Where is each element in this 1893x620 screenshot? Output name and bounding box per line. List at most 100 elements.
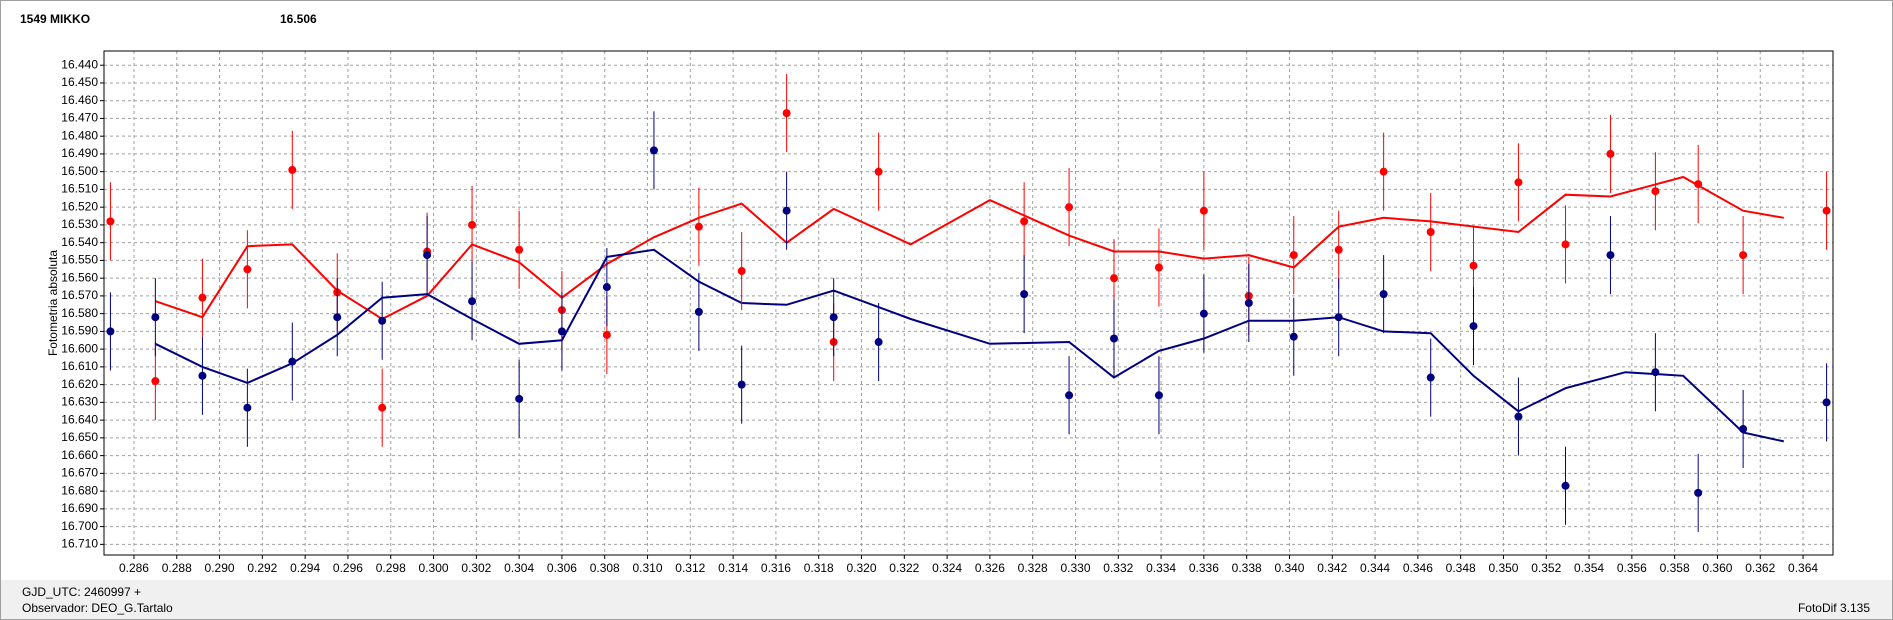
data-point xyxy=(1514,178,1523,187)
data-point xyxy=(1426,228,1435,237)
y-tick-label: 16.470 xyxy=(61,111,98,125)
data-point xyxy=(151,377,160,386)
data-point xyxy=(1514,412,1523,421)
y-tick-label: 16.580 xyxy=(61,306,98,320)
x-tick-label: 0.346 xyxy=(1403,561,1433,575)
y-tick-label: 16.620 xyxy=(61,377,98,391)
data-point xyxy=(1469,322,1478,331)
plot-area xyxy=(104,51,1833,555)
data-point xyxy=(468,297,477,306)
x-tick-label: 0.342 xyxy=(1317,561,1347,575)
data-point xyxy=(243,265,252,274)
data-point xyxy=(874,338,883,347)
x-tick-label: 0.360 xyxy=(1702,561,1732,575)
data-point xyxy=(1651,368,1660,377)
y-tick-label: 16.690 xyxy=(61,501,98,515)
data-point xyxy=(1289,332,1298,341)
data-point xyxy=(1244,299,1253,307)
y-tick-label: 16.710 xyxy=(61,537,98,551)
data-point xyxy=(468,220,477,229)
data-point xyxy=(1822,398,1831,407)
gjd-label: GJD_UTC: 2460997 + xyxy=(22,585,141,599)
data-point xyxy=(737,267,746,276)
x-tick-label: 0.304 xyxy=(504,561,534,575)
x-tick-label: 0.336 xyxy=(1189,561,1219,575)
data-point xyxy=(1694,180,1703,189)
y-tick-label: 16.480 xyxy=(61,128,98,142)
data-point xyxy=(1469,261,1478,270)
data-point xyxy=(198,371,207,380)
y-tick-label: 16.610 xyxy=(61,359,98,373)
data-point xyxy=(1739,251,1748,260)
data-point xyxy=(106,327,115,336)
data-point xyxy=(288,357,297,366)
data-point xyxy=(515,245,524,254)
y-tick-label: 16.680 xyxy=(61,483,98,497)
data-point xyxy=(1739,425,1748,433)
x-tick-label: 0.296 xyxy=(333,561,363,575)
data-point xyxy=(1606,149,1615,158)
data-point xyxy=(1110,334,1119,343)
x-tick-label: 0.362 xyxy=(1745,561,1775,575)
data-point xyxy=(694,307,703,316)
x-tick-label: 0.334 xyxy=(1146,561,1176,575)
y-tick-label: 16.630 xyxy=(61,395,98,409)
x-tick-label: 0.338 xyxy=(1232,561,1262,575)
y-tick-label: 16.500 xyxy=(61,164,98,178)
x-tick-label: 0.340 xyxy=(1274,561,1304,575)
data-point xyxy=(737,380,746,389)
data-point xyxy=(1065,391,1074,400)
y-tick-label: 16.530 xyxy=(61,217,98,231)
x-tick-label: 0.316 xyxy=(761,561,791,575)
x-tick-label: 0.358 xyxy=(1660,561,1690,575)
y-tick-label: 16.650 xyxy=(61,430,98,444)
observer-label: Observador: DEO_G.Tartalo xyxy=(22,601,173,615)
data-point xyxy=(1822,206,1831,215)
data-point xyxy=(515,394,524,403)
data-point xyxy=(557,327,566,336)
data-point xyxy=(243,403,252,412)
data-point xyxy=(1651,187,1660,196)
data-point xyxy=(1334,245,1343,254)
y-tick-label: 16.670 xyxy=(61,466,98,480)
y-tick-label: 16.460 xyxy=(61,93,98,107)
x-tick-label: 0.288 xyxy=(162,561,192,575)
y-tick-label: 16.440 xyxy=(61,57,98,71)
y-tick-label: 16.600 xyxy=(61,341,98,355)
reference-value: 16.506 xyxy=(280,12,317,26)
data-point xyxy=(1289,251,1298,260)
x-tick-label: 0.298 xyxy=(376,561,406,575)
x-tick-label: 0.302 xyxy=(461,561,491,575)
data-point xyxy=(378,316,387,325)
y-tick-label: 16.590 xyxy=(61,324,98,338)
x-tick-label: 0.350 xyxy=(1488,561,1518,575)
x-tick-label: 0.310 xyxy=(633,561,663,575)
x-tick-label: 0.364 xyxy=(1788,561,1818,575)
data-point xyxy=(198,293,207,302)
y-tick-label: 16.660 xyxy=(61,448,98,462)
y-tick-label: 16.450 xyxy=(61,75,98,89)
x-tick-label: 0.354 xyxy=(1574,561,1604,575)
data-point xyxy=(602,330,611,339)
data-point xyxy=(1110,274,1119,283)
x-tick-label: 0.300 xyxy=(419,561,449,575)
x-tick-label: 0.326 xyxy=(975,561,1005,575)
x-tick-label: 0.314 xyxy=(718,561,748,575)
x-tick-label: 0.306 xyxy=(547,561,577,575)
data-point xyxy=(782,206,791,215)
y-tick-label: 16.640 xyxy=(61,412,98,426)
data-point xyxy=(874,167,883,176)
x-tick-label: 0.344 xyxy=(1360,561,1390,575)
data-point xyxy=(1426,373,1435,382)
x-tick-label: 0.308 xyxy=(590,561,620,575)
data-point xyxy=(829,313,838,322)
x-tick-label: 0.322 xyxy=(889,561,919,575)
y-tick-label: 16.510 xyxy=(61,182,98,196)
data-point xyxy=(333,313,342,322)
data-point xyxy=(1694,488,1703,497)
x-tick-label: 0.348 xyxy=(1446,561,1476,575)
x-tick-label: 0.328 xyxy=(1018,561,1048,575)
data-point xyxy=(1154,391,1163,400)
y-tick-label: 16.550 xyxy=(61,253,98,267)
x-tick-label: 0.294 xyxy=(290,561,320,575)
